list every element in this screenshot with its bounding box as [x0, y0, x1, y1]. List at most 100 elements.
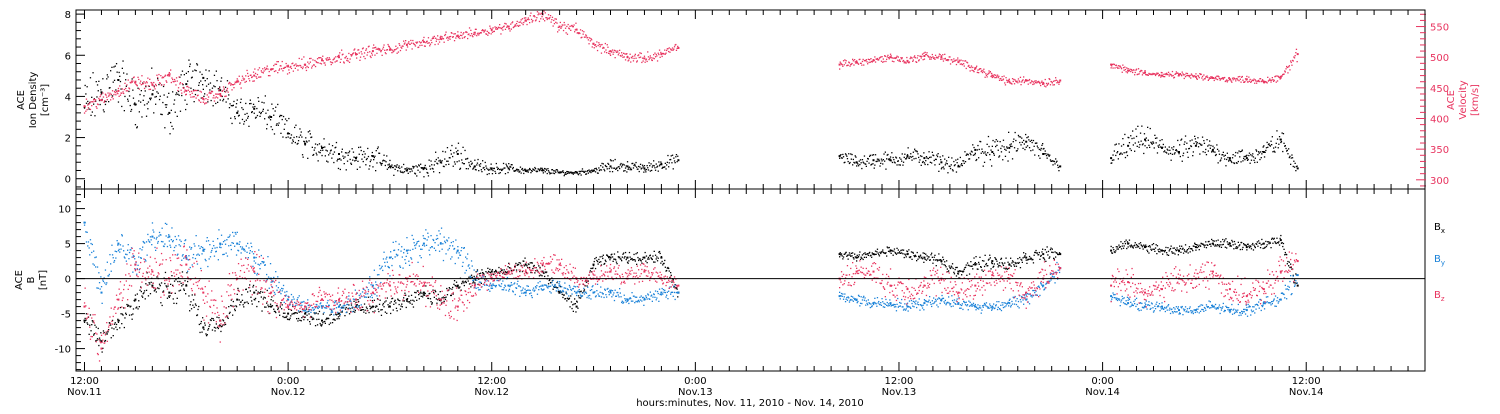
sample-point-velocity	[521, 22, 523, 24]
sample-point-bx	[1249, 245, 1251, 247]
sample-point-density	[912, 155, 914, 158]
sample-point-density	[1267, 146, 1269, 148]
sample-point-by	[194, 245, 196, 247]
sample-point-bx	[963, 268, 965, 270]
sample-point-bx	[162, 290, 165, 292]
sample-point-velocity	[573, 24, 575, 26]
sample-point-velocity	[975, 66, 977, 69]
sample-point-density	[249, 103, 251, 105]
sample-point-density	[1246, 154, 1248, 156]
sample-point-by	[181, 259, 183, 261]
sample-point-bx	[963, 270, 965, 272]
sample-point-bx	[88, 333, 90, 335]
sample-point-density	[1142, 143, 1144, 145]
sample-point-bx	[475, 271, 477, 273]
sample-point-density	[1270, 140, 1272, 142]
sample-point-density	[598, 167, 600, 169]
sample-point-velocity	[1271, 77, 1273, 79]
sample-point-velocity	[995, 74, 997, 76]
sample-point-velocity	[102, 96, 105, 98]
sample-point-density	[1181, 138, 1183, 140]
sample-point-by	[162, 241, 164, 243]
sample-point-density	[961, 164, 963, 167]
sample-point-density	[936, 154, 938, 156]
sample-point-density	[221, 95, 223, 98]
sample-point-bx	[1224, 239, 1226, 241]
sample-point-bx	[594, 258, 596, 260]
data-point-velocity	[388, 48, 391, 51]
sample-point-by	[188, 255, 190, 257]
sample-point-density	[264, 95, 266, 97]
sample-point-velocity	[174, 80, 176, 82]
sample-point-velocity	[1004, 84, 1007, 86]
sample-point-velocity	[284, 66, 286, 69]
sample-point-density	[1173, 153, 1176, 155]
sample-point-velocity	[147, 77, 149, 79]
sample-point-density	[563, 175, 565, 177]
sample-point-bx	[433, 292, 435, 294]
sample-point-velocity	[989, 72, 991, 74]
sample-point-velocity	[273, 70, 276, 73]
sample-point-bx	[372, 311, 374, 313]
sample-point-bx	[981, 260, 984, 262]
sample-point-density	[1038, 148, 1040, 151]
sample-point-velocity	[1177, 72, 1179, 74]
sample-point-bx	[122, 314, 124, 316]
sample-point-velocity	[277, 61, 279, 63]
sample-point-bx	[357, 299, 359, 301]
sample-point-by	[207, 240, 210, 242]
sample-point-by	[168, 234, 170, 236]
sample-point-velocity	[1156, 72, 1158, 74]
sample-point-velocity	[431, 38, 433, 40]
sample-point-bx	[1233, 240, 1236, 243]
sample-point-bx	[987, 265, 989, 267]
data-point-velocity	[236, 80, 239, 83]
sample-point-density	[439, 159, 441, 161]
sample-point-bx	[515, 262, 517, 265]
sample-point-bx	[203, 328, 205, 331]
sample-point-velocity	[525, 17, 527, 19]
sample-point-density	[482, 167, 484, 169]
data-point-bx	[253, 291, 256, 294]
sample-point-density	[309, 133, 311, 135]
sample-point-velocity	[91, 105, 93, 107]
sample-point-velocity	[355, 54, 357, 56]
sample-point-bx	[139, 289, 141, 291]
sample-point-bx	[1261, 238, 1263, 241]
sample-point-bx	[611, 253, 613, 255]
sample-point-bx	[539, 266, 541, 269]
sample-point-bx	[442, 296, 445, 298]
sample-point-bx	[577, 307, 579, 309]
sample-point-velocity	[399, 49, 402, 52]
sample-point-density	[197, 89, 199, 92]
sample-point-velocity	[982, 70, 984, 72]
sample-point-bx	[955, 266, 957, 269]
sample-point-velocity	[207, 99, 209, 101]
sample-point-bx	[421, 292, 423, 294]
sample-point-bx	[1208, 240, 1210, 243]
sample-point-density	[1282, 133, 1285, 135]
sample-point-velocity	[638, 54, 640, 56]
sample-point-velocity	[257, 69, 259, 71]
sample-point-density	[627, 168, 629, 170]
sample-point-bx	[403, 297, 405, 299]
sample-point-bx	[1279, 237, 1281, 240]
sample-point-bx	[331, 322, 334, 324]
sample-point-density	[517, 169, 520, 171]
sample-point-bx	[248, 287, 250, 289]
sample-point-bx	[280, 302, 282, 304]
sample-point-bx	[1274, 242, 1277, 244]
sample-point-bx	[1032, 262, 1035, 264]
sample-point-bx	[199, 331, 201, 334]
sample-point-bx	[142, 296, 144, 298]
sample-point-bx	[637, 256, 639, 259]
sample-point-density	[403, 163, 405, 166]
sample-point-velocity	[1201, 77, 1203, 79]
sample-point-bx	[659, 252, 661, 255]
sample-point-density	[527, 171, 529, 173]
sample-point-density	[975, 159, 977, 162]
sample-point-density	[919, 155, 922, 157]
sample-point-bx	[322, 313, 324, 315]
sample-point-density	[175, 93, 177, 96]
